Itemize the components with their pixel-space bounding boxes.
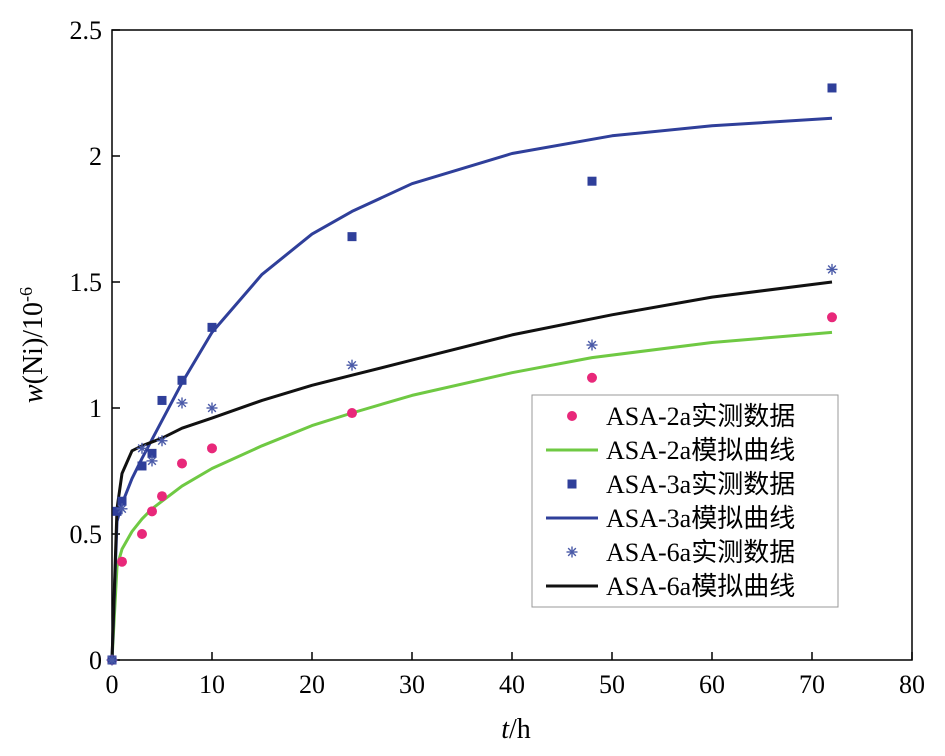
x-tick-label: 80 xyxy=(899,670,925,699)
data-point xyxy=(827,83,837,93)
data-point xyxy=(137,461,147,471)
data-point xyxy=(157,395,167,405)
y-tick-label: 1.5 xyxy=(70,268,103,297)
data-point xyxy=(146,455,158,467)
x-tick-label: 20 xyxy=(299,670,325,699)
data-point xyxy=(347,408,357,419)
data-point xyxy=(117,556,127,567)
data-point xyxy=(136,442,148,454)
legend-label: ASA-3a模拟曲线 xyxy=(606,504,795,533)
series-line xyxy=(110,116,833,661)
x-tick-label: 30 xyxy=(399,670,425,699)
data-point xyxy=(177,375,187,385)
legend-marker-swatch xyxy=(567,411,577,421)
y-axis-title-exponent: -6 xyxy=(16,287,36,302)
data-point xyxy=(147,506,157,517)
x-axis-title-unit: /h xyxy=(509,714,531,745)
data-point xyxy=(346,359,358,371)
y-tick-label: 0 xyxy=(89,646,102,675)
y-tick-label: 2 xyxy=(89,142,102,171)
x-axis-title: t/h xyxy=(501,714,531,745)
data-point xyxy=(347,232,357,242)
data-point xyxy=(156,435,168,447)
legend-label: ASA-6a实测数据 xyxy=(606,538,795,567)
legend-label: ASA-2a实测数据 xyxy=(606,402,795,431)
data-point xyxy=(116,503,128,515)
series-line xyxy=(110,280,833,661)
data-point xyxy=(207,443,217,454)
data-point xyxy=(587,176,597,186)
data-point xyxy=(207,322,217,332)
data-point xyxy=(112,506,122,516)
data-point xyxy=(206,402,218,414)
x-tick-label: 50 xyxy=(599,670,625,699)
series-line xyxy=(110,330,833,661)
x-tick-label: 60 xyxy=(699,670,725,699)
data-point xyxy=(147,448,157,458)
data-point xyxy=(827,312,837,323)
y-axis-title-unit: (Ni)/10 xyxy=(18,302,49,384)
legend-label: ASA-2a模拟曲线 xyxy=(606,436,795,465)
data-point xyxy=(117,496,127,506)
y-tick-label: 2.5 xyxy=(70,16,103,45)
data-point xyxy=(587,372,597,383)
x-tick-label: 10 xyxy=(199,670,225,699)
y-axis-title-italic: w xyxy=(18,384,49,403)
x-tick-label: 40 xyxy=(499,670,525,699)
series-lines xyxy=(110,116,833,661)
x-axis-title-italic: t xyxy=(501,714,510,745)
axis-ticks: 0 10 20 30 40 50 60 70 80 0 0.5 1 1.5 2 2.5 xyxy=(70,16,926,699)
data-point xyxy=(177,458,187,469)
y-axis-title: w(Ni)/10-6 xyxy=(16,287,49,403)
legend-marker-swatch xyxy=(566,546,578,558)
data-point xyxy=(106,654,118,666)
y-tick-label: 0.5 xyxy=(70,520,103,549)
data-point xyxy=(586,339,598,351)
x-tick-label: 0 xyxy=(106,670,119,699)
legend: ASA-2a实测数据 ASA-2a模拟曲线 ASA-3a实测数据 ASA-3a模拟曲线… xyxy=(531,394,839,608)
legend-label: ASA-3a实测数据 xyxy=(606,470,795,499)
data-point xyxy=(826,263,838,275)
x-tick-label: 70 xyxy=(799,670,825,699)
legend-label: ASA-6a模拟曲线 xyxy=(606,572,795,601)
y-tick-label: 1 xyxy=(89,394,102,423)
data-point xyxy=(176,397,188,409)
data-point xyxy=(137,529,147,539)
legend-box xyxy=(531,394,839,608)
legend-marker-swatch xyxy=(567,479,577,489)
data-point xyxy=(157,491,167,502)
series-points xyxy=(106,83,838,666)
